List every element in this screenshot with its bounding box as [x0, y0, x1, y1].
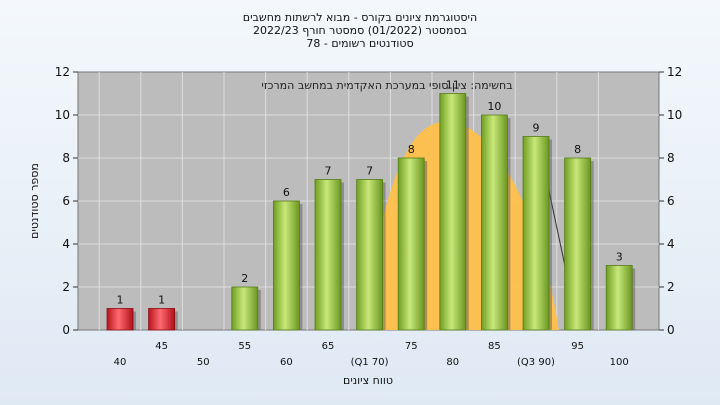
bar-3	[231, 286, 259, 331]
data-label-8: 11	[446, 79, 460, 92]
x-tick-label-8: 80	[446, 357, 459, 368]
x-tick-label-3: 55	[238, 341, 251, 352]
x-tick-label-10: (Q3 90)	[517, 357, 555, 368]
y-axis-left: 0 2 4 6 8 10 12	[55, 65, 78, 337]
x-tick-label-11: 95	[571, 341, 584, 352]
bar-8	[439, 93, 467, 331]
x-axis: 40 45 50 55 60 65 (Q1 70) 75 80 85 (Q3 90) 95 100	[114, 341, 629, 368]
data-label-10: 9	[533, 122, 540, 135]
chart-title-line-2: בסמסטר (01/2022) סמסטר חורף 2022/23	[253, 24, 467, 37]
bar-4	[272, 200, 300, 331]
data-label-7: 8	[408, 143, 415, 156]
y-tick-label-right-0: 0	[667, 323, 675, 337]
bar-9	[480, 114, 508, 331]
data-label-11: 8	[574, 143, 581, 156]
bar-1	[148, 308, 176, 331]
y-tick-label-right-8: 8	[667, 151, 675, 165]
y-tick-label-left-4: 4	[62, 237, 70, 251]
data-label-0: 1	[117, 294, 124, 307]
x-tick-label-12: 100	[610, 357, 629, 368]
grid-lines	[78, 72, 659, 330]
x-tick-label-9: 85	[488, 341, 501, 352]
bar-0	[106, 308, 134, 331]
x-tick-label-2: 50	[197, 357, 210, 368]
chart-title-line-3: סטודנטים רשומים - 78	[306, 37, 413, 50]
y-tick-label-left-6: 6	[62, 194, 70, 208]
bar-11	[564, 157, 591, 331]
data-label-12: 3	[616, 251, 623, 264]
bar-5	[314, 179, 342, 331]
bar-12	[605, 265, 633, 331]
data-label-5: 7	[325, 165, 332, 178]
y-tick-label-left-8: 8	[62, 151, 70, 165]
x-tick-label-1: 45	[155, 341, 168, 352]
x-tick-label-4: 60	[280, 357, 293, 368]
y-tick-label-left-0: 0	[62, 323, 70, 337]
y-axis-right: 0 2 4 6 8 10 12	[659, 65, 682, 337]
y-tick-label-right-2: 2	[667, 280, 675, 294]
data-label-6: 7	[366, 165, 373, 178]
x-tick-label-0: 40	[114, 357, 127, 368]
y-tick-label-left-12: 12	[55, 65, 70, 79]
data-label-9: 10	[487, 100, 501, 113]
data-label-3: 2	[241, 272, 248, 285]
chart-title-line-1: היסטוגרמת ציונים בקורס - מבוא לרשתות מחש…	[243, 11, 477, 24]
x-axis-label: טווח ציונים	[343, 374, 393, 387]
data-label-4: 6	[283, 186, 290, 199]
y-tick-label-right-10: 10	[667, 108, 682, 122]
x-tick-label-6: (Q1 70)	[351, 357, 389, 368]
bar-6	[356, 179, 384, 331]
bars-group	[106, 93, 636, 331]
y-tick-label-left-10: 10	[55, 108, 70, 122]
x-tick-label-5: 65	[322, 341, 335, 352]
y-axis-label: מספר סטודנטים	[28, 163, 41, 239]
y-tick-label-right-12: 12	[667, 65, 682, 79]
bar-10	[522, 136, 550, 331]
y-tick-label-right-6: 6	[667, 194, 675, 208]
x-tick-label-7: 75	[405, 341, 418, 352]
data-label-1: 1	[158, 294, 165, 307]
chart-annotation: בחשימה: ציון סופי במערכת האקדמית במחשב ה…	[261, 79, 512, 92]
y-tick-label-left-2: 2	[62, 280, 70, 294]
y-tick-label-right-4: 4	[667, 237, 675, 251]
bar-7	[397, 157, 425, 331]
